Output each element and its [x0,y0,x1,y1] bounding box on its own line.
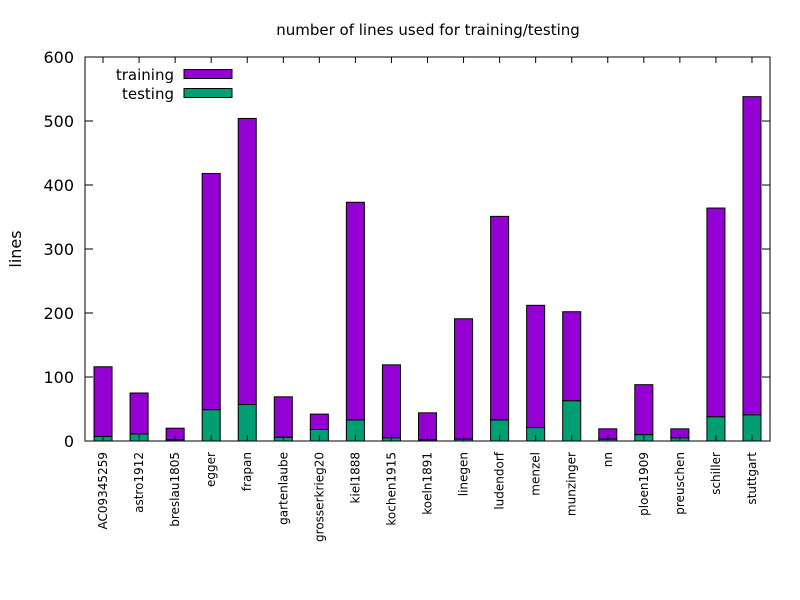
y-ticks-group: 0 100 200 300 400 500 600 [43,48,770,451]
x-ticks-group: AC09345259 astro1912 breslau1805 egger frapa… [96,57,759,542]
legend-swatch-training [183,69,233,79]
x-tick-label-kiel1888: kiel1888 [348,452,362,504]
bar-training-menzel [526,304,546,429]
bar-testing-munzinger [562,400,582,442]
x-tick-label-egger: egger [204,452,218,487]
y-tick-label: 100 [43,368,74,387]
legend-swatch-testing [183,88,233,98]
x-tick-label-AC09345259: AC09345259 [96,452,110,529]
bar-training-ludendorf [490,215,510,421]
bar-training-gartenlaube [273,396,293,438]
x-tick-label-grosserkrieg20: grosserkrieg20 [312,452,326,542]
x-tick-label-linegen: linegen [457,452,471,496]
legend-label-training: training [116,66,174,84]
chart-title: number of lines used for training/testin… [276,21,580,39]
axes-group [84,56,771,442]
bar-training-linegen [454,318,474,440]
bar-training-schiller [706,207,726,418]
x-tick-label-ploen1909: ploen1909 [637,452,651,516]
plot-frame [84,56,771,442]
bar-training-kiel1888 [345,201,365,421]
bar-training-frapan [237,117,257,406]
y-tick-label: 0 [64,432,74,451]
x-tick-label-gartenlaube: gartenlaube [276,452,290,525]
bar-training-kochen1915 [381,364,401,439]
y-tick-label: 400 [43,176,74,195]
x-tick-label-nn: nn [601,452,615,467]
x-tick-label-stuttgart: stuttgart [745,452,759,505]
bars-group [93,96,762,442]
bar-training-AC09345259 [93,366,113,438]
y-tick-label: 200 [43,304,74,323]
x-tick-label-koeln1891: koeln1891 [421,452,435,515]
x-tick-label-schiller: schiller [709,452,723,495]
bar-training-ploen1909 [634,384,654,436]
x-tick-label-ludendorf: ludendorf [493,451,507,509]
x-tick-label-kochen1915: kochen1915 [384,452,398,526]
x-tick-label-preuschen: preuschen [673,452,687,515]
x-tick-label-frapan: frapan [240,452,254,491]
bar-training-munzinger [562,311,582,402]
x-tick-label-menzel: menzel [529,452,543,496]
y-tick-label: 600 [43,48,74,67]
y-tick-label: 500 [43,112,74,131]
x-tick-label-breslau1805: breslau1805 [168,452,182,527]
bar-training-stuttgart [742,96,762,416]
bar-training-egger [201,172,221,411]
bar-training-astro1912 [129,392,149,435]
y-tick-label: 300 [43,240,74,259]
y-axis-label: lines [6,230,25,267]
bar-training-grosserkrieg20 [309,413,329,430]
legend-label-testing: testing [122,85,174,103]
x-tick-label-astro1912: astro1912 [132,452,146,513]
x-tick-label-munzinger: munzinger [565,452,579,516]
